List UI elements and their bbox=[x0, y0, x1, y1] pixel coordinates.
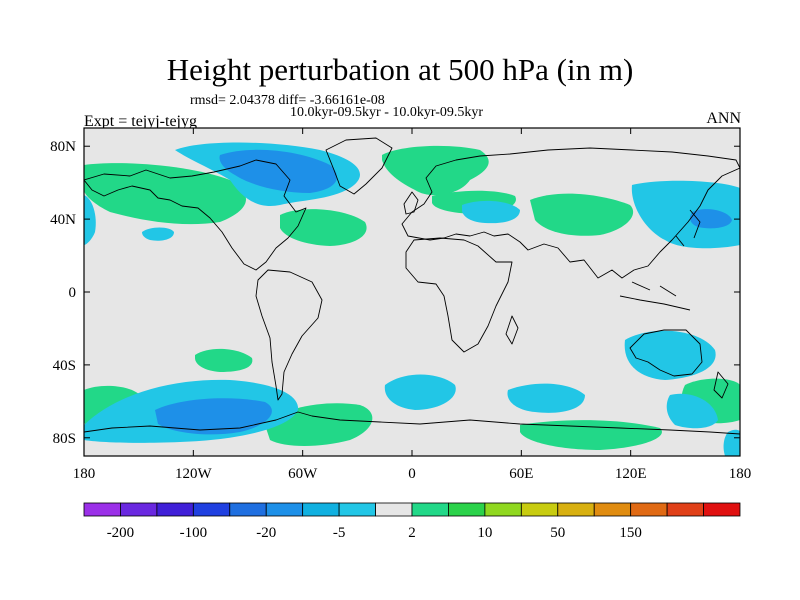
colorbar-box bbox=[302, 502, 340, 517]
coast-australia bbox=[629, 329, 703, 377]
colorbar-box bbox=[666, 502, 704, 517]
experiment-label: Expt = tejyj-tejyg bbox=[84, 113, 197, 130]
anomaly-positive-scandinavia bbox=[382, 145, 489, 196]
coast-eurasia bbox=[401, 147, 740, 279]
anomaly-negative-south-atlantic bbox=[384, 374, 456, 410]
anomaly-negative-ross-sea bbox=[666, 393, 718, 429]
rmsd-diff-stats: rmsd= 2.04378 diff= -3.66161e-08 bbox=[190, 93, 385, 108]
coast-japan bbox=[675, 209, 701, 247]
coast-north-america bbox=[84, 159, 307, 271]
anomaly-negative-australia bbox=[624, 330, 716, 380]
colorbar-box bbox=[338, 502, 376, 517]
coastlines bbox=[84, 137, 740, 435]
colorbar-label: 2 bbox=[408, 525, 416, 541]
coast-new-zealand bbox=[713, 371, 729, 399]
coast-uk bbox=[403, 191, 419, 215]
colorbar-box bbox=[593, 502, 632, 517]
colorbar-label: -200 bbox=[107, 525, 135, 541]
longitude-axis: 180 120W 60W 0 60E 120E 180 bbox=[73, 128, 752, 482]
lon-tick-label: 180 bbox=[729, 466, 752, 482]
colorbar-box bbox=[229, 502, 267, 517]
latitude-axis: 80N 40N 0 40S 80S bbox=[50, 139, 740, 447]
coast-greenland bbox=[325, 137, 393, 195]
anomaly-negative-mediterranean bbox=[462, 200, 520, 224]
anomaly-positive-south-pacific bbox=[195, 348, 253, 372]
colorbar-label: 150 bbox=[619, 525, 642, 541]
colorbar-box bbox=[484, 502, 522, 517]
contour-fill-layer bbox=[84, 142, 740, 456]
anomaly-positive-asia bbox=[530, 193, 634, 236]
lat-tick-label: 80S bbox=[53, 431, 76, 447]
anomaly-negative-antarctic-east bbox=[723, 429, 740, 456]
colorbar-box bbox=[520, 502, 559, 517]
anomaly-positive-pacific-arctic bbox=[84, 163, 247, 225]
lon-tick-label: 60W bbox=[288, 466, 318, 482]
colorbar-box bbox=[120, 502, 158, 517]
coast-south-america bbox=[255, 269, 323, 401]
colorbar-box bbox=[703, 502, 741, 517]
lon-tick-label: 60E bbox=[509, 466, 533, 482]
colorbar-box bbox=[557, 502, 595, 517]
colorbar-box bbox=[265, 502, 304, 517]
anomaly-negative-core-north-pacific bbox=[690, 209, 732, 229]
anomaly-negative-pacific-west bbox=[84, 195, 96, 245]
anomaly-positive-indian-antarctic bbox=[520, 420, 662, 450]
lon-tick-label: 120E bbox=[615, 466, 647, 482]
colorbar-box bbox=[630, 502, 668, 517]
colorbar-box bbox=[411, 502, 449, 517]
colorbar-label: -20 bbox=[256, 525, 276, 541]
season-label: ANN bbox=[706, 110, 741, 127]
plot-title: Height perturbation at 500 hPa (in m) bbox=[166, 52, 634, 87]
anomaly-negative-core-south-pacific bbox=[155, 398, 272, 435]
colorbar-box bbox=[448, 502, 486, 517]
colorbar-box bbox=[192, 502, 231, 517]
anomaly-negative-indian-ocean bbox=[507, 383, 585, 413]
colorbar-label: 50 bbox=[550, 525, 565, 541]
period-label: 10.0kyr-09.5kyr - 10.0kyr-09.5kyr bbox=[290, 105, 484, 120]
colorbar-label: -100 bbox=[180, 525, 208, 541]
colorbar-label: -5 bbox=[333, 525, 346, 541]
colorbar: -200 -100 -20 -5 2 10 50 150 bbox=[83, 502, 741, 541]
lat-tick-label: 40N bbox=[50, 212, 76, 228]
lon-tick-label: 0 bbox=[408, 466, 416, 482]
anomaly-negative-hawaii bbox=[142, 227, 174, 241]
lat-tick-label: 40S bbox=[53, 358, 76, 374]
coast-madagascar bbox=[505, 315, 519, 345]
lon-tick-label: 120W bbox=[175, 466, 213, 482]
colorbar-box bbox=[83, 502, 121, 517]
colorbar-box bbox=[156, 502, 194, 517]
lat-tick-label: 0 bbox=[69, 285, 77, 301]
coast-africa bbox=[405, 237, 513, 353]
colorbar-box bbox=[375, 502, 413, 517]
coast-antarctica bbox=[84, 411, 740, 435]
colorbar-label: 10 bbox=[477, 525, 492, 541]
coast-indonesia bbox=[619, 281, 691, 311]
anomaly-negative-north-pacific bbox=[631, 180, 740, 249]
lat-tick-label: 80N bbox=[50, 139, 76, 155]
anomaly-negative-core-canada bbox=[219, 149, 338, 193]
lon-tick-label: 180 bbox=[73, 466, 96, 482]
